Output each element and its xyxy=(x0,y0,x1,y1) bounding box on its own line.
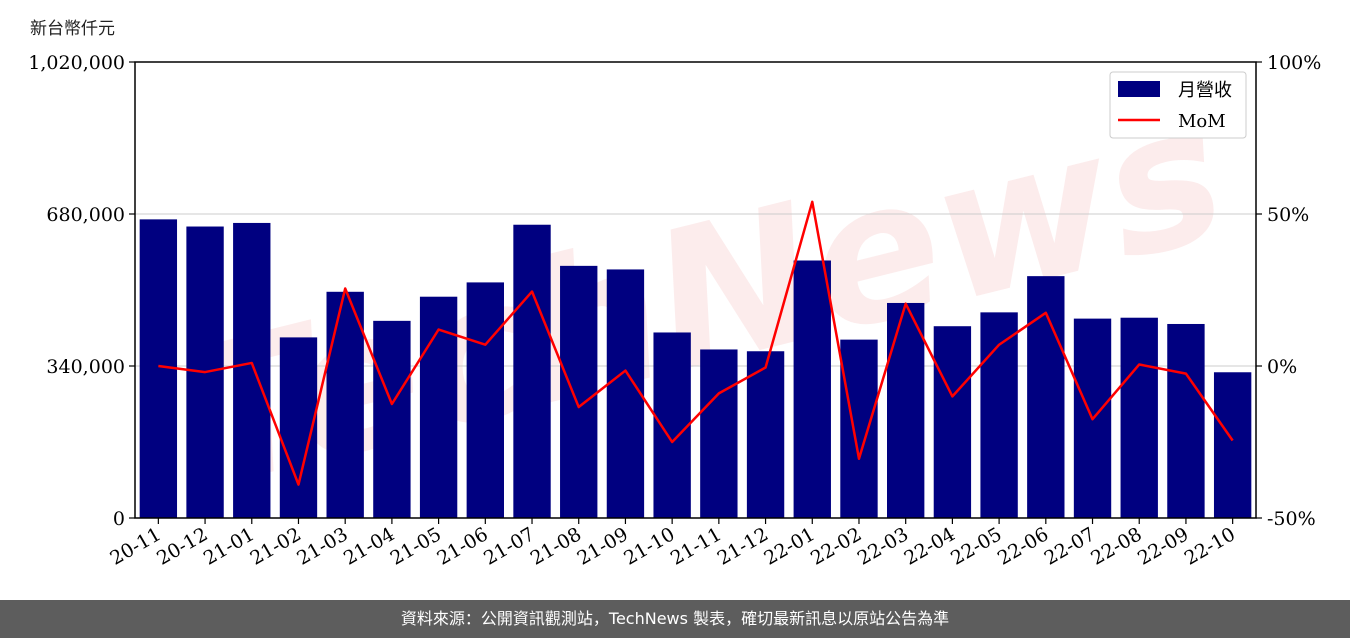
plot-frame xyxy=(134,61,1257,519)
x-tick-label: 21-07 xyxy=(480,523,538,569)
x-tick-label: 22-03 xyxy=(854,523,912,569)
x-tick-label: 22-08 xyxy=(1087,523,1145,569)
x-tick-label: 21-03 xyxy=(293,523,351,569)
x-tick-label: 21-08 xyxy=(527,523,585,569)
x-tick-label: 21-12 xyxy=(714,523,772,569)
bar xyxy=(793,260,831,518)
x-tick-label: 20-12 xyxy=(153,523,211,569)
mom-line xyxy=(158,200,1234,486)
x-tick-label: 22-10 xyxy=(1181,523,1239,569)
x-tick-label: 21-11 xyxy=(667,523,725,569)
bar xyxy=(1120,317,1158,518)
x-tick-label: 21-09 xyxy=(573,523,631,569)
x-tick-label: 22-05 xyxy=(947,523,1005,569)
bar xyxy=(560,265,598,518)
bar xyxy=(980,312,1018,518)
x-tick-label: 21-01 xyxy=(200,523,258,569)
left-tick-label: 1,020,000 xyxy=(28,52,125,74)
bar xyxy=(513,224,551,518)
legend-label-line: MoM xyxy=(1178,111,1226,132)
x-tick-label: 22-02 xyxy=(807,523,865,569)
legend-label-bar: 月營收 xyxy=(1178,80,1232,101)
bar xyxy=(233,222,271,519)
legend-swatch-bar xyxy=(1118,81,1160,97)
bar xyxy=(1167,323,1205,518)
x-tick-label: 21-05 xyxy=(387,523,445,569)
bar xyxy=(700,349,738,518)
left-tick-label: 0 xyxy=(113,508,125,530)
revenue-chart: TechNews0340,000680,0001,020,000-50%0%50… xyxy=(28,52,1321,570)
bar xyxy=(746,351,785,518)
left-tick-label: 340,000 xyxy=(46,356,125,378)
x-tick-label: 22-09 xyxy=(1134,523,1192,569)
bar xyxy=(1213,372,1252,518)
x-tick-label: 22-04 xyxy=(900,523,958,569)
x-tick-label: 21-10 xyxy=(620,523,678,569)
bar xyxy=(933,326,972,518)
x-tick-label: 21-04 xyxy=(340,523,398,569)
bar xyxy=(373,320,411,518)
x-tick-label: 21-06 xyxy=(433,523,491,569)
bar xyxy=(653,332,691,518)
source-footer: 資料來源：公開資訊觀測站，TechNews 製表，確切最新訊息以原站公告為準 xyxy=(0,600,1350,638)
bar xyxy=(840,339,878,518)
x-tick-label: 22-06 xyxy=(994,523,1052,569)
bar xyxy=(466,282,504,518)
bar xyxy=(326,291,364,518)
left-tick-label: 680,000 xyxy=(46,204,125,226)
right-tick-label: -50% xyxy=(1267,508,1316,530)
unit-label: 新台幣仟元 xyxy=(30,19,115,39)
x-tick-label: 22-01 xyxy=(760,523,818,569)
bar xyxy=(887,302,925,518)
right-tick-label: 50% xyxy=(1267,204,1309,226)
x-tick-label: 20-11 xyxy=(106,523,164,569)
right-tick-label: 0% xyxy=(1267,356,1297,378)
x-tick-label: 22-07 xyxy=(1041,523,1099,569)
bar xyxy=(1027,276,1065,518)
x-tick-label: 21-02 xyxy=(247,523,305,569)
bar xyxy=(606,269,645,518)
right-tick-label: 100% xyxy=(1267,52,1321,74)
